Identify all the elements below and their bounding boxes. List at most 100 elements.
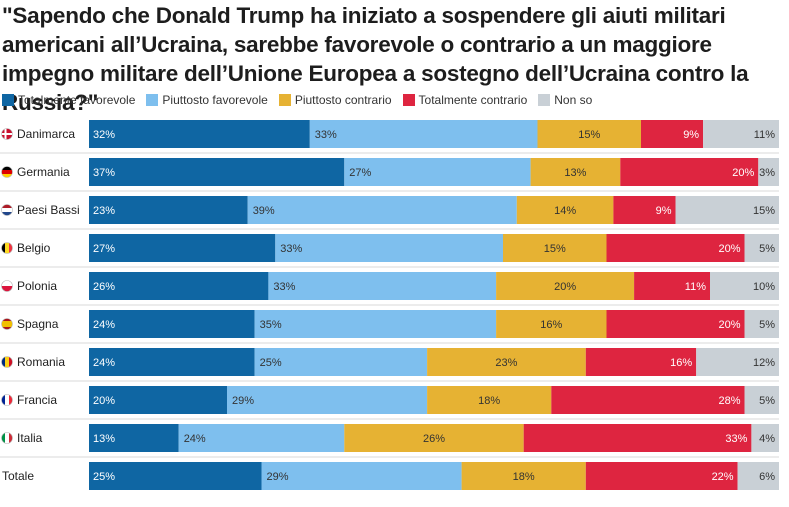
data-label: 25% (93, 471, 115, 483)
bar-segment (427, 386, 552, 414)
legend-label: Totalmente favorevole (18, 93, 136, 107)
bar-segment (516, 196, 614, 224)
chart-title: "Sapendo che Donald Trump ha iniziato a … (2, 3, 749, 115)
romania-flag-icon (1, 356, 13, 368)
data-label: 15% (753, 205, 775, 217)
data-label: 39% (253, 205, 275, 217)
bar-segment (537, 120, 641, 148)
bar-segment (89, 234, 276, 262)
bar-segment (620, 158, 759, 186)
data-label: 27% (349, 167, 371, 179)
bar-segment (275, 234, 503, 262)
category-label: Romania (17, 355, 65, 369)
flag-outline (1, 280, 13, 292)
data-label: 23% (495, 357, 517, 369)
flag-outline (1, 432, 13, 444)
bar-segment (634, 272, 710, 300)
data-label: 35% (260, 319, 282, 331)
bar-segment (89, 310, 255, 338)
bar-segment (710, 272, 779, 300)
data-label: 5% (759, 395, 775, 407)
bar-segment (261, 462, 462, 490)
data-label: 13% (93, 433, 115, 445)
data-label: 11% (754, 129, 775, 141)
bar-segment (606, 310, 745, 338)
data-label: 33% (315, 129, 337, 141)
bar-segment (254, 310, 497, 338)
bar-segment (89, 424, 179, 452)
data-label: 28% (718, 395, 740, 407)
data-label: 37% (93, 167, 115, 179)
data-label: 29% (267, 471, 289, 483)
bar-segment (89, 196, 248, 224)
data-label: 4% (759, 433, 775, 445)
data-label: 22% (712, 471, 734, 483)
bar-segment (344, 424, 524, 452)
bar-segment (703, 120, 779, 148)
bar-segment (247, 196, 517, 224)
data-label: 15% (544, 243, 566, 255)
data-label: 32% (93, 129, 115, 141)
flag-outline (1, 242, 13, 254)
bar-segment (696, 348, 779, 376)
data-label: 33% (725, 433, 747, 445)
legend-swatch (278, 94, 291, 106)
data-label: 23% (93, 205, 115, 217)
legend-item: Non so (538, 93, 592, 107)
data-label: 27% (93, 243, 115, 255)
data-label: 16% (540, 319, 562, 331)
italy-flag-icon (1, 432, 13, 444)
data-label: 26% (93, 281, 115, 293)
data-label: 12% (753, 357, 775, 369)
bar-segment (427, 348, 586, 376)
bar-segment (551, 386, 745, 414)
data-label: 20% (93, 395, 115, 407)
data-label: 10% (753, 281, 775, 293)
legend-label: Piuttosto contrario (294, 93, 392, 107)
data-label: 16% (670, 357, 692, 369)
data-label: 6% (759, 471, 775, 483)
data-label: 24% (93, 357, 115, 369)
bar-segment (613, 196, 676, 224)
flag-outline (1, 356, 13, 368)
bar-segment (585, 462, 738, 490)
belgium-flag-icon (1, 242, 13, 254)
bar-segment (751, 424, 779, 452)
spain-flag-icon (1, 318, 13, 330)
category-label: Polonia (17, 279, 57, 293)
bar-segment (227, 386, 428, 414)
legend-label: Non so (554, 93, 593, 107)
data-label: 20% (554, 281, 576, 293)
bar-segment (461, 462, 586, 490)
bar-segment (523, 424, 752, 452)
bar-segment (89, 158, 345, 186)
data-label: 18% (513, 471, 535, 483)
data-label: 9% (683, 129, 699, 141)
data-label: 3% (759, 167, 775, 179)
bar-segment (744, 234, 779, 262)
category-label: Spagna (17, 317, 59, 331)
flag-outline (1, 128, 13, 140)
data-label: 11% (685, 281, 706, 293)
bar-segment (496, 272, 635, 300)
category-label: Germania (17, 165, 70, 179)
legend-item: Piuttosto contrario (278, 93, 392, 107)
legend-swatch (2, 94, 14, 106)
data-label: 15% (578, 129, 600, 141)
data-label: 26% (423, 433, 445, 445)
data-label: 5% (759, 243, 775, 255)
category-label: Danimarca (17, 127, 75, 141)
legend-swatch (146, 94, 159, 106)
bar-segment (675, 196, 779, 224)
bar-segment (530, 158, 621, 186)
category-label: Francia (17, 393, 57, 407)
bar-segment (89, 272, 269, 300)
bar-segment (585, 348, 697, 376)
bar-segment (737, 462, 779, 490)
data-label: 24% (184, 433, 206, 445)
flag-outline (1, 166, 13, 178)
legend: Totalmente favorevole Piuttosto favorevol… (2, 92, 603, 108)
data-label: 20% (718, 319, 740, 331)
bar-segment (254, 348, 428, 376)
category-label: Totale (2, 469, 34, 483)
